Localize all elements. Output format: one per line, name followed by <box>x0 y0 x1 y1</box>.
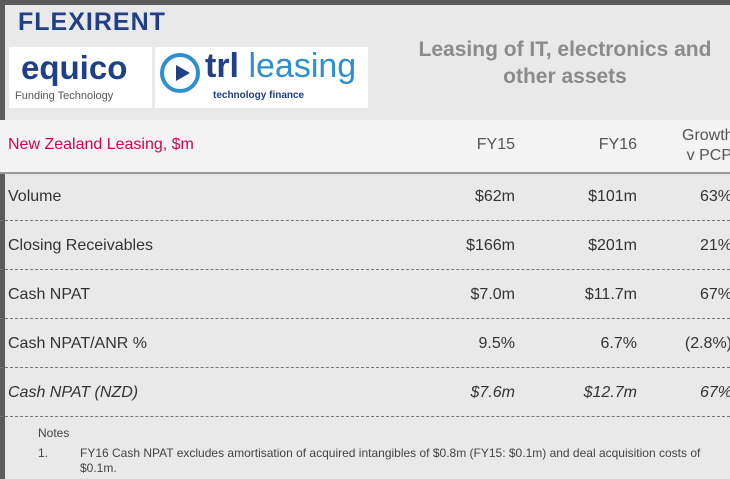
frame <box>0 0 5 479</box>
logo-text: trl leasing <box>205 47 356 86</box>
table-cell: 21% <box>699 237 730 254</box>
row-label: Cash NPAT/ANR % <box>8 335 147 352</box>
table-cell: 9.5% <box>478 335 515 352</box>
logo-text-bold: trl <box>205 47 239 85</box>
notes-heading: Notes <box>38 426 70 440</box>
table-cell: $166m <box>466 237 515 254</box>
table-cell: $12.7m <box>583 384 637 401</box>
table-row: Closing Receivables $166m $201m 21% <box>0 223 730 270</box>
table-cell: 6.7% <box>600 335 637 352</box>
logo-text-light: leasing <box>248 47 357 85</box>
table-cell: $11.7m <box>584 286 637 303</box>
row-label: Closing Receivables <box>8 237 153 254</box>
logo-icon <box>160 53 200 93</box>
logo-text: equico <box>21 49 128 86</box>
table-cell: $101m <box>588 188 637 205</box>
table-cell: 67% <box>699 286 730 303</box>
column-header: Growth v PCP <box>682 127 730 164</box>
table-cell: $201m <box>588 237 637 254</box>
table-row: Cash NPAT/ANR % 9.5% 6.7% (2.8%) <box>0 321 730 368</box>
table-cell: 63% <box>699 188 730 205</box>
row-label: Cash NPAT (NZD) <box>8 384 139 401</box>
column-header: FY16 <box>598 136 637 153</box>
table-cell: (2.8%) <box>684 335 730 352</box>
table-row: Cash NPAT $7.0m $11.7m 67% <box>0 272 730 319</box>
slide-title: Leasing of IT, electronics and other ass… <box>418 38 712 88</box>
table-cell: $7.6m <box>470 384 515 401</box>
table-row: Volume $62m $101m 63% <box>0 174 730 221</box>
row-label: Cash NPAT <box>8 286 91 303</box>
column-header: FY15 <box>476 136 515 153</box>
row-label: Volume <box>8 188 62 205</box>
logo-subtext: technology finance <box>213 90 305 101</box>
note-number: 1. <box>38 446 49 460</box>
table-cell: 67% <box>699 384 730 401</box>
frame <box>0 0 730 5</box>
logo-flexirent: FLEXIRENT <box>18 8 166 36</box>
logo-subtext: Funding Technology <box>15 90 114 102</box>
table-cell: $62m <box>474 188 515 205</box>
column-header: New Zealand Leasing, $m <box>8 136 194 153</box>
table-row: Cash NPAT (NZD) $7.6m $12.7m 67% <box>0 370 730 417</box>
logo-equico: equico Funding Technology <box>9 47 152 108</box>
table-header: New Zealand Leasing, $m FY15 FY16 Growth v … <box>0 120 730 174</box>
table-cell: $7.0m <box>470 286 515 303</box>
logo-trl: trl leasing technology finance <box>155 47 368 108</box>
note-text: FY16 Cash NPAT excludes amortisation of … <box>80 446 701 475</box>
